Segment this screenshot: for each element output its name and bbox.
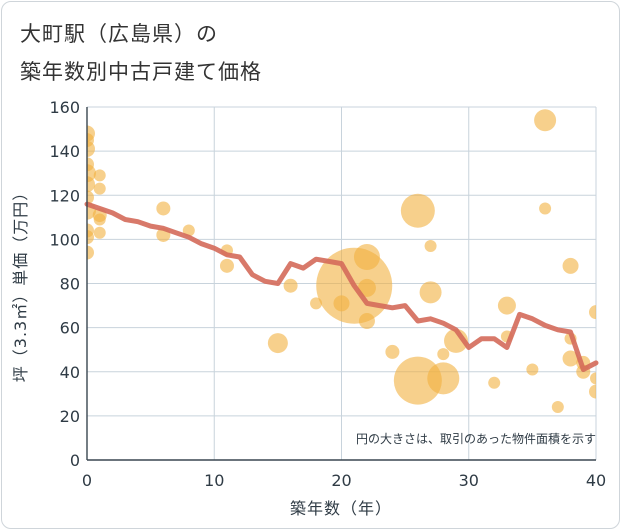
data-bubble bbox=[267, 333, 288, 354]
data-bubble bbox=[333, 295, 350, 312]
chart-title-line1: 大町駅（広島県）の bbox=[20, 22, 218, 46]
x-tick-label: 10 bbox=[204, 471, 224, 490]
data-bubble bbox=[93, 182, 106, 195]
x-tick-label: 40 bbox=[586, 471, 606, 490]
data-bubble bbox=[87, 230, 94, 245]
data-bubble bbox=[93, 226, 106, 239]
data-bubble bbox=[526, 363, 539, 376]
data-bubble bbox=[87, 157, 94, 172]
data-bubble bbox=[87, 133, 94, 148]
data-bubble bbox=[93, 213, 106, 226]
data-bubble bbox=[156, 201, 171, 216]
trend-line-layer bbox=[84, 201, 599, 372]
x-tick-label: 30 bbox=[459, 471, 479, 490]
data-bubble bbox=[534, 109, 557, 132]
data-bubble bbox=[590, 372, 596, 385]
data-bubble bbox=[427, 362, 460, 395]
data-bubble bbox=[497, 296, 516, 315]
axes: 0 20 40 60 80 100 120 140 160 0 10 20 30 40 bbox=[49, 98, 606, 490]
data-bubble bbox=[589, 384, 596, 399]
chart-title-line2: 築年数別中古戸建て価格 bbox=[20, 60, 262, 84]
data-bubble bbox=[562, 350, 579, 367]
data-bubble bbox=[283, 278, 298, 293]
data-bubble bbox=[358, 313, 375, 330]
x-axis-title: 築年数（年） bbox=[290, 499, 392, 518]
bubble-layer bbox=[87, 109, 596, 414]
y-tick-label: 80 bbox=[60, 275, 80, 294]
data-bubble bbox=[562, 257, 579, 274]
data-bubble bbox=[93, 169, 106, 182]
y-tick-label: 60 bbox=[60, 319, 80, 338]
x-tick-label: 20 bbox=[331, 471, 351, 490]
data-bubble bbox=[424, 239, 437, 252]
y-tick-label: 40 bbox=[60, 363, 80, 382]
data-bubble bbox=[551, 401, 564, 414]
y-tick-label: 140 bbox=[49, 142, 80, 161]
y-tick-label: 100 bbox=[49, 230, 80, 249]
data-bubble bbox=[87, 176, 95, 193]
average-price-line bbox=[84, 201, 599, 372]
y-tick-label: 20 bbox=[60, 407, 80, 426]
data-bubble bbox=[539, 202, 552, 215]
data-bubble bbox=[488, 376, 501, 389]
data-bubble bbox=[393, 356, 442, 405]
data-bubble bbox=[357, 278, 376, 297]
data-bubble bbox=[437, 348, 450, 361]
data-bubble bbox=[87, 190, 94, 205]
data-bubble bbox=[353, 244, 380, 271]
y-axis-title: 坪（3.3㎡）単価（万円） bbox=[11, 184, 30, 382]
data-bubble bbox=[419, 281, 442, 304]
x-tick-label: 0 bbox=[82, 471, 92, 490]
y-tick-label: 160 bbox=[49, 98, 80, 117]
y-tick-label: 0 bbox=[70, 451, 80, 470]
data-bubble bbox=[400, 193, 435, 228]
data-bubble bbox=[385, 344, 400, 359]
y-tick-label: 120 bbox=[49, 186, 80, 205]
data-bubble bbox=[87, 245, 94, 260]
data-bubble bbox=[589, 305, 596, 320]
data-bubble bbox=[310, 297, 323, 310]
data-bubble bbox=[219, 258, 234, 273]
bubble-size-note: 円の大きさは、取引のあった物件面積を示す bbox=[356, 431, 596, 446]
